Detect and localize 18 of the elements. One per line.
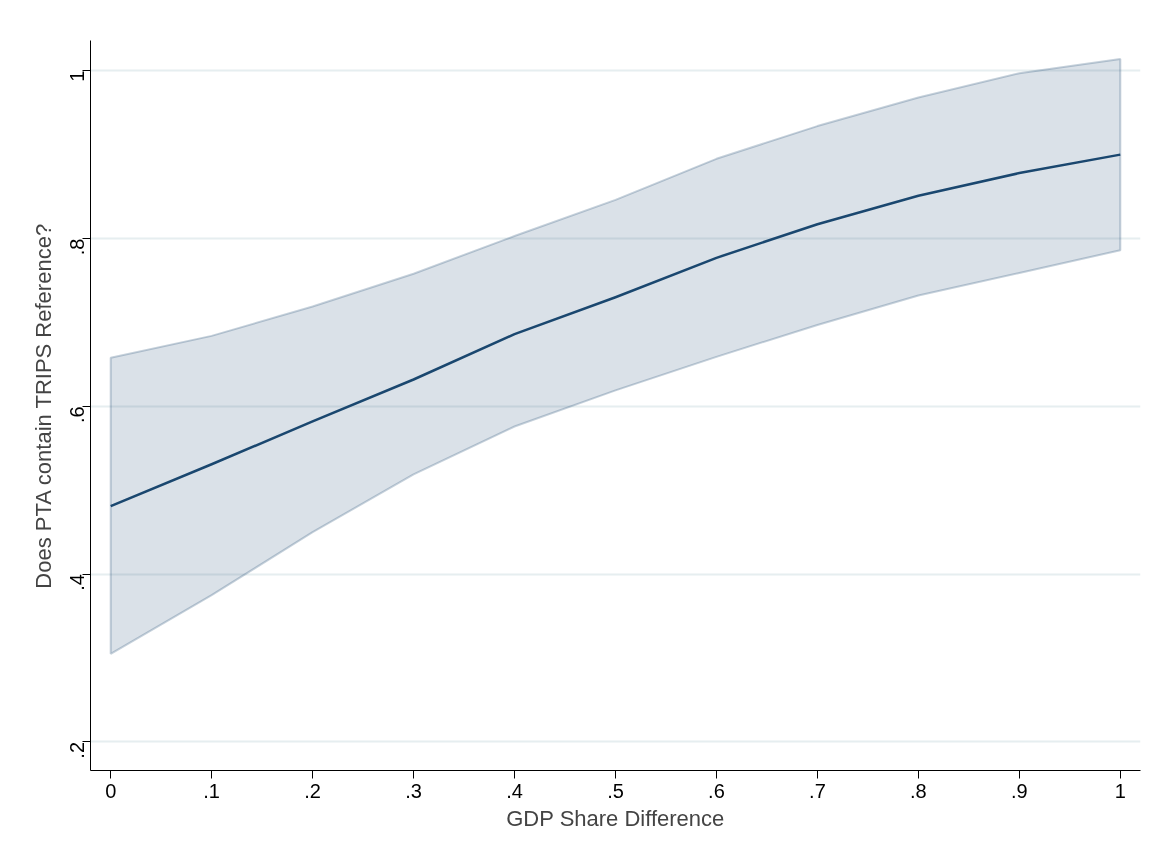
y-tick-label: 1 [66,70,89,82]
x-tick-label: .5 [607,779,624,802]
x-tick-label: .7 [809,779,826,802]
y-tick-label: .4 [66,574,89,591]
y-tick-label: .8 [66,238,89,256]
y-tick-label: .2 [66,741,89,759]
x-tick-label: .3 [405,779,422,802]
x-tick-label: .4 [506,779,523,802]
x-tick-label: .2 [304,779,321,802]
y-axis-title: Does PTA contain TRIPS Reference? [30,223,56,589]
x-axis-title: GDP Share Difference [506,805,725,831]
x-tick-label: 1 [1114,779,1126,802]
x-tick-label: .9 [1011,779,1028,802]
y-tick-label: .6 [66,406,89,424]
x-tick-label: .1 [203,779,220,802]
x-tick-label: .6 [708,779,725,802]
x-tick-label: .8 [910,779,927,802]
x-tick-label: 0 [105,779,117,802]
